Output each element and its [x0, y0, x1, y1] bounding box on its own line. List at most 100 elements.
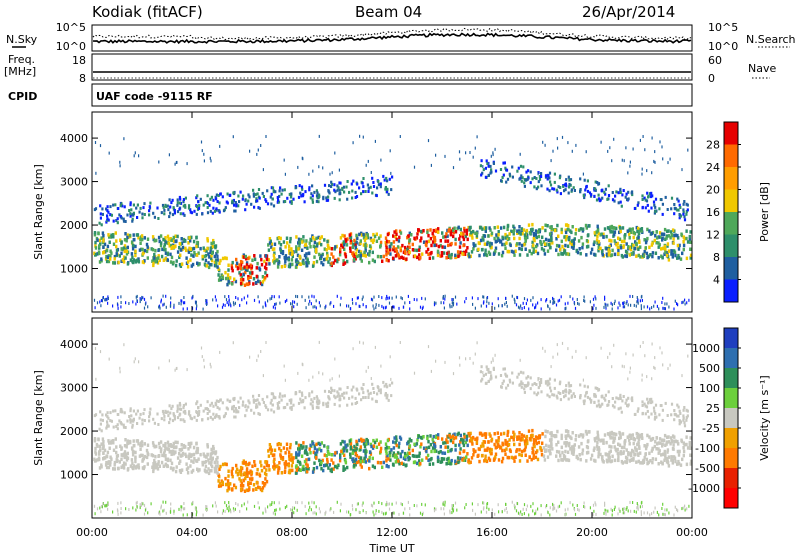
echo-cell — [575, 249, 578, 253]
echo-cell — [277, 404, 280, 408]
echo-cell — [269, 445, 272, 449]
echo-cell — [613, 438, 616, 443]
echo-cell — [247, 488, 250, 493]
echo-cell — [333, 183, 336, 187]
echo-cell — [469, 225, 472, 230]
echo-cell — [533, 382, 536, 385]
echo-cell — [339, 453, 342, 457]
echo-cell — [209, 403, 212, 407]
echo-cell — [674, 459, 677, 464]
echo-cell — [313, 240, 317, 245]
echo-cell — [249, 275, 252, 279]
echo-cell — [415, 454, 418, 459]
echo-cell — [163, 453, 166, 458]
echo-cell — [235, 261, 239, 266]
echo-cell — [411, 242, 414, 247]
echo-cell — [425, 243, 428, 248]
echo-cell — [618, 301, 620, 305]
echo-cell — [311, 500, 313, 504]
echo-cell — [362, 185, 365, 189]
echo-cell — [362, 438, 365, 443]
echo-cell — [254, 281, 258, 285]
echo-cell — [178, 207, 181, 211]
echo-cell — [481, 442, 484, 446]
echo-cell — [249, 469, 252, 473]
echo-cell — [227, 263, 230, 267]
echo-cell — [216, 200, 219, 203]
echo-cell — [316, 402, 319, 406]
echo-cell — [512, 430, 515, 435]
echo-cell — [352, 258, 356, 262]
echo-cell — [418, 459, 421, 463]
echo-cell — [660, 198, 663, 202]
echo-cell — [600, 189, 603, 193]
echo-cell — [604, 393, 607, 397]
echo-cell — [158, 464, 161, 468]
echo-cell — [533, 185, 536, 189]
echo-cell — [627, 197, 630, 201]
echo-cell — [610, 239, 613, 243]
echo-cell — [426, 436, 429, 441]
echo-cell — [260, 468, 264, 473]
echo-cell — [444, 154, 446, 158]
echo-cell — [172, 260, 175, 265]
echo-cell — [113, 254, 117, 259]
echo-cell — [448, 433, 451, 438]
echo-cell — [681, 457, 684, 462]
echo-cell — [101, 299, 103, 303]
echo-cell — [187, 206, 191, 210]
echo-cell — [468, 434, 471, 438]
echo-cell — [450, 241, 453, 246]
echo-cell — [168, 244, 171, 248]
echo-cell — [370, 238, 373, 243]
echo-cell — [162, 443, 165, 448]
echo-cell — [106, 244, 110, 249]
echo-cell — [408, 437, 411, 442]
echo-cell — [142, 206, 145, 210]
echo-cell — [676, 403, 679, 407]
echo-cell — [239, 303, 241, 307]
echo-cell — [318, 241, 321, 245]
echo-cell — [155, 257, 159, 261]
echo-cell — [489, 377, 492, 381]
echo-cell — [535, 441, 538, 446]
echo-cell — [385, 176, 388, 180]
echo-cell — [425, 250, 428, 254]
echo-cell — [261, 280, 265, 284]
echo-cell — [162, 303, 164, 307]
echo-cell — [372, 181, 375, 184]
echo-cell — [284, 451, 287, 455]
echo-cell — [284, 254, 288, 258]
echo-cell — [530, 457, 533, 462]
echo-cell — [643, 249, 646, 254]
echo-cell — [362, 236, 366, 240]
echo-cell — [153, 256, 156, 260]
echo-cell — [671, 461, 674, 465]
echo-cell — [136, 203, 139, 207]
echo-cell — [682, 202, 685, 206]
echo-cell — [239, 259, 243, 264]
echo-cell — [465, 455, 468, 459]
echo-cell — [388, 383, 391, 387]
echo-cell — [364, 254, 368, 258]
echo-cell — [598, 448, 601, 452]
echo-cell — [346, 259, 349, 264]
echo-cell — [321, 252, 324, 257]
echo-cell — [631, 433, 634, 437]
echo-cell — [136, 216, 139, 219]
echo-cell — [286, 241, 289, 245]
echo-cell — [192, 445, 196, 450]
echo-cell — [376, 460, 380, 465]
echo-cell — [442, 441, 445, 445]
echo-cell — [235, 296, 237, 299]
echo-cell — [615, 396, 618, 400]
echo-cell — [547, 174, 550, 178]
echo-cell — [132, 466, 135, 471]
cpid-label: CPID — [8, 90, 37, 103]
echo-cell — [368, 260, 371, 265]
echo-cell — [426, 247, 430, 252]
echo-cell — [545, 448, 548, 452]
echo-cell — [301, 446, 304, 450]
echo-cell — [649, 401, 653, 405]
echo-cell — [272, 305, 274, 309]
